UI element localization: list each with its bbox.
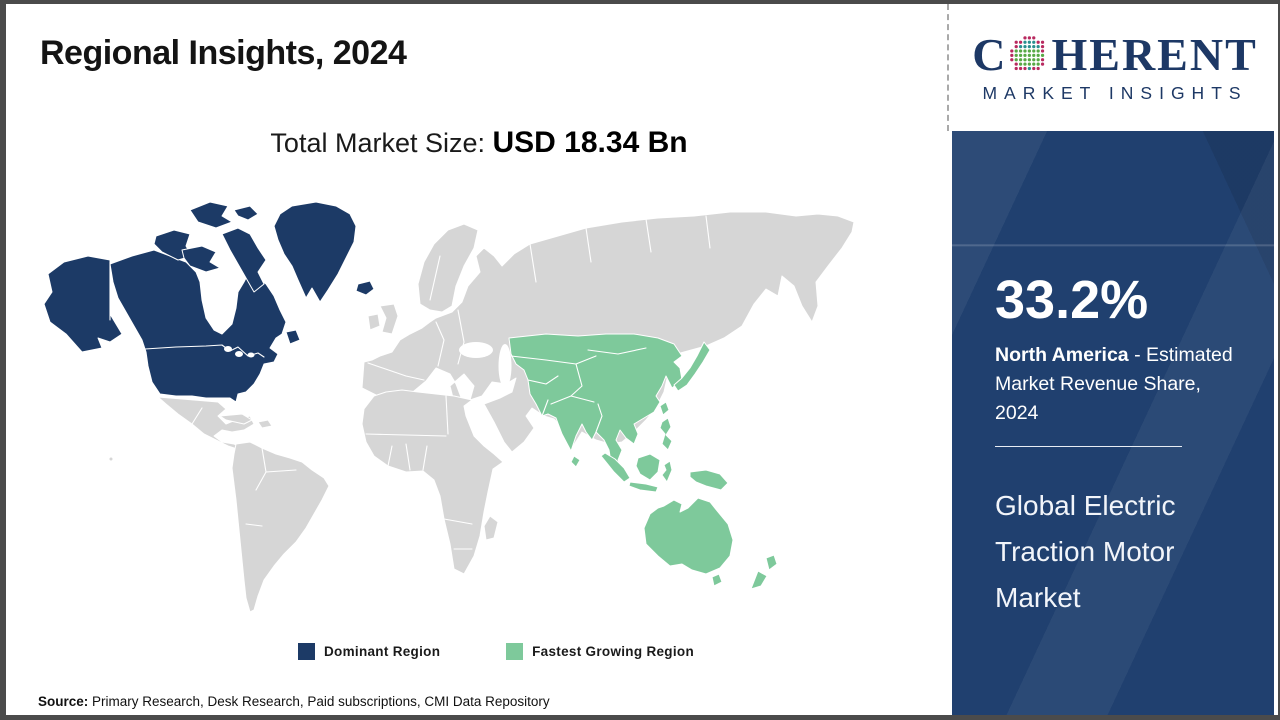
legend-item-fastest-growing: Fastest Growing Region xyxy=(506,642,694,660)
revenue-share-value: 33.2% xyxy=(995,270,1149,330)
revenue-share-description: North America - Estimated Market Revenue… xyxy=(995,341,1234,428)
brand-letters-rest: HERENT xyxy=(1051,28,1258,80)
fastest-growing-region-swatch xyxy=(506,642,524,660)
total-market-size-label: Total Market Size: xyxy=(270,128,493,158)
sidebar-divider xyxy=(995,446,1182,447)
legend-item-dominant: Dominant Region xyxy=(298,642,441,660)
fastest-growing-region-label: Fastest Growing Region xyxy=(532,643,694,659)
total-market-size: Total Market Size: USD 18.34 Bn xyxy=(6,126,952,160)
total-market-size-value: USD 18.34 Bn xyxy=(492,126,688,159)
stats-sidebar: 33.2% North America - Estimated Market R… xyxy=(952,131,1274,715)
source-line: Source: Primary Research, Desk Research,… xyxy=(38,694,550,709)
other-land-regions xyxy=(108,211,855,613)
asia-pacific-region xyxy=(508,333,778,590)
revenue-share-region: North America xyxy=(995,344,1129,366)
revenue-share-text: - Estimated Market Revenue Share, 2024 xyxy=(995,344,1233,424)
globe-dots-icon xyxy=(1010,35,1045,70)
source-label: Source: xyxy=(38,694,89,709)
brand-logo: C HERENT MARKET INSIGHTS xyxy=(952,4,1278,131)
map-legend: Dominant Region Fastest Growing Region xyxy=(298,638,694,664)
brand-letter-c: C xyxy=(972,28,1008,80)
brand-wordmark: C HERENT xyxy=(972,28,1258,80)
logo-divider xyxy=(947,4,949,131)
logo-globe-dots xyxy=(1010,35,1045,70)
world-map xyxy=(43,201,855,613)
report-title: Global Electric Traction Motor Market xyxy=(995,490,1176,613)
north-america-region xyxy=(43,201,375,403)
dominant-region-swatch xyxy=(298,642,315,660)
page-title: Regional Insights, 2024 xyxy=(40,34,407,72)
source-text: Primary Research, Desk Research, Paid su… xyxy=(88,694,550,709)
dominant-region-label: Dominant Region xyxy=(324,643,441,659)
brand-tagline: MARKET INSIGHTS xyxy=(982,82,1248,103)
